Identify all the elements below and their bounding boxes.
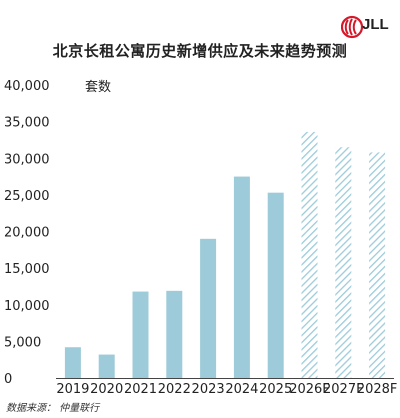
logo-flame-right xyxy=(352,19,357,35)
bar xyxy=(267,192,284,378)
forecast-bar xyxy=(369,152,386,378)
bar xyxy=(98,354,115,378)
bar xyxy=(233,176,250,378)
brand-logo-text: JLL xyxy=(362,16,389,33)
x-tick-label: 2022 xyxy=(158,382,191,397)
y-tick-label: 10,000 xyxy=(4,299,50,314)
bar xyxy=(200,238,217,378)
x-tick-label: 2024 xyxy=(225,382,258,397)
logo-flame-mid xyxy=(348,18,353,36)
bar xyxy=(166,290,183,378)
x-tick-label: 2019 xyxy=(56,382,89,397)
forecast-bar xyxy=(335,147,352,378)
y-tick-label: 0 xyxy=(4,372,12,387)
forecast-bar xyxy=(301,131,318,378)
y-tick-label: 30,000 xyxy=(4,152,50,167)
logo-flame-left xyxy=(344,19,349,35)
chart-title: 北京长租公寓历史新增供应及未来趋势预测 xyxy=(52,42,348,60)
x-tick-label: 2020 xyxy=(90,382,123,397)
x-tick-label: 2023 xyxy=(192,382,225,397)
x-tick-label: 2027F xyxy=(323,382,364,397)
x-tick-label: 2021 xyxy=(124,382,157,397)
y-tick-label: 40,000 xyxy=(4,79,50,94)
y-axis: 0 5,000 10,000 15,000 20,000 25,000 30,000 35,0… xyxy=(4,79,50,387)
y-tick-label: 25,000 xyxy=(4,189,50,204)
source-note: 数据来源： 仲量联行 xyxy=(6,403,100,414)
y-tick-label: 35,000 xyxy=(4,116,50,131)
x-tick-label: 2028F xyxy=(357,382,398,397)
x-tick-label: 2025 xyxy=(259,382,292,397)
x-tick-label: 2026F xyxy=(289,382,330,397)
y-tick-label: 5,000 xyxy=(4,335,41,350)
jll-logo xyxy=(341,15,364,39)
bars xyxy=(64,131,386,378)
y-tick-label: 20,000 xyxy=(4,226,50,241)
logo-ring xyxy=(341,15,364,39)
y-tick-label: 15,000 xyxy=(4,262,50,277)
bar xyxy=(64,347,81,378)
unit-label: 套数 xyxy=(85,80,112,95)
x-axis: 2019 2020 2021 2022 2023 2024 20252026F2027F20… xyxy=(56,382,397,397)
bar xyxy=(132,291,149,378)
